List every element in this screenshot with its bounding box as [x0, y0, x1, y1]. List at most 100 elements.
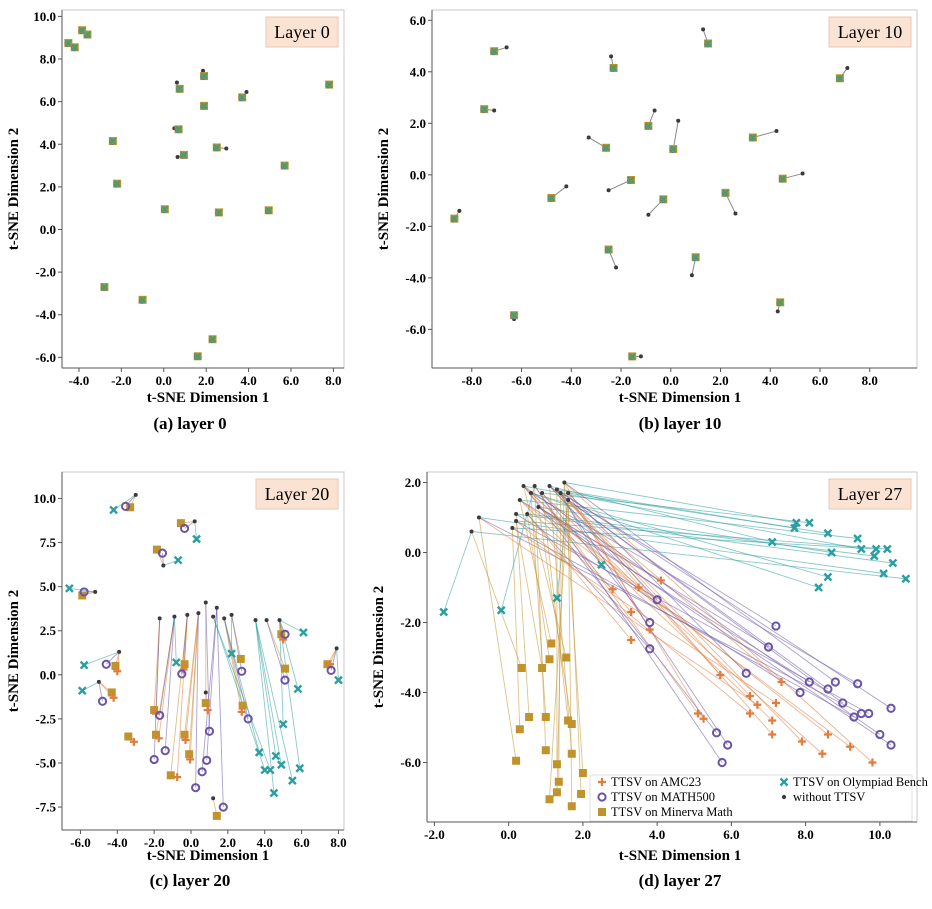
- math500-point: [177, 669, 187, 679]
- connector-line: [189, 613, 199, 760]
- connector-line: [184, 521, 195, 529]
- y-tick-label: -6.0: [405, 322, 426, 337]
- connector-line: [512, 527, 877, 550]
- olympiad-point: [192, 534, 201, 544]
- x-tick-label: 0.0: [156, 373, 172, 388]
- amc23-point: [480, 105, 488, 113]
- x-tick-label: 0.0: [501, 827, 517, 842]
- legend-marker: [598, 778, 606, 786]
- connector-line: [516, 520, 888, 550]
- math500-point: [645, 617, 655, 628]
- math500-point: [741, 668, 751, 678]
- panel-caption: (d) layer 27: [639, 871, 722, 890]
- x-tick-label: 2.0: [575, 827, 591, 842]
- layer-label: Layer 0: [274, 22, 329, 42]
- legend-label: TTSV on MATH500: [611, 790, 715, 804]
- amc23-point: [213, 143, 221, 152]
- amc23-point: [836, 74, 844, 82]
- olympiad-point: [792, 518, 801, 528]
- x-tick-label: -2.0: [611, 373, 632, 388]
- x-tick-label: -2.0: [111, 373, 132, 388]
- baseline-point: [614, 265, 619, 270]
- x-axis-label: t-SNE Dimension 1: [147, 848, 270, 864]
- math500-point: [197, 767, 207, 777]
- minerva-point: [185, 750, 194, 759]
- connector-line: [549, 485, 844, 704]
- connector-line: [526, 513, 550, 660]
- connector-line: [164, 616, 175, 751]
- x-tick-label: 8.0: [325, 373, 341, 388]
- y-tick-label: 10.0: [33, 491, 56, 506]
- baseline-point: [547, 484, 552, 488]
- math500-point: [149, 754, 159, 765]
- connector-line: [478, 517, 884, 574]
- minerva-point: [562, 653, 571, 662]
- connector-line: [266, 619, 286, 669]
- minerva-point: [567, 720, 576, 728]
- baseline-point: [510, 526, 515, 530]
- data-points: [450, 27, 850, 361]
- baseline-point: [514, 519, 519, 523]
- baseline-point: [203, 600, 208, 605]
- math500-point: [886, 740, 896, 750]
- y-tick-label: 6.0: [40, 94, 56, 109]
- amc23-point: [71, 43, 79, 51]
- amc23-point: [175, 125, 183, 133]
- amc23-point: [200, 72, 208, 80]
- baseline-point: [638, 354, 643, 359]
- math500-point: [830, 677, 840, 687]
- amc23-point: [777, 678, 786, 686]
- connector-line: [549, 492, 569, 800]
- olympiad-point: [805, 518, 814, 528]
- amc23-point: [100, 283, 108, 291]
- amc23-point: [605, 245, 613, 254]
- amc23-point: [627, 176, 635, 184]
- olympiad-point: [871, 544, 881, 554]
- y-tick-label: -6.0: [400, 755, 421, 770]
- x-tick-label: 8.0: [862, 373, 878, 388]
- olympiad-point: [853, 534, 862, 543]
- connector-line: [534, 485, 699, 714]
- baseline-point: [566, 491, 571, 495]
- connector-line: [530, 492, 858, 685]
- math500-point: [204, 726, 215, 736]
- legend-marker: [779, 777, 789, 787]
- baseline-point: [203, 690, 208, 695]
- baseline-point: [201, 68, 205, 73]
- minerva-point: [552, 788, 561, 797]
- olympiad-point: [879, 569, 888, 578]
- y-tick-label: 2.0: [405, 475, 421, 490]
- amc23-point: [699, 714, 708, 723]
- minerva-point: [212, 811, 221, 820]
- minerva-point: [525, 713, 534, 721]
- connector-line: [255, 620, 282, 765]
- data-points: [439, 480, 911, 811]
- connector-line: [523, 485, 567, 658]
- x-tick-label: 6.0: [283, 373, 299, 388]
- minerva-point: [567, 749, 576, 758]
- olympiad-point: [77, 686, 87, 696]
- amc23-point: [745, 692, 754, 700]
- connector-line: [530, 492, 829, 578]
- math500-point: [326, 665, 336, 675]
- y-tick-label: 6.0: [410, 13, 426, 28]
- y-tick-label: -2.0: [400, 615, 421, 630]
- y-tick-label: 7.5: [40, 535, 57, 550]
- olympiad-point: [597, 560, 606, 570]
- math500-point: [711, 728, 722, 738]
- x-tick-label: -6.0: [70, 835, 91, 850]
- math500-point: [160, 746, 170, 756]
- amc23-point: [776, 298, 784, 306]
- amc23-point: [265, 206, 273, 214]
- baseline-point: [566, 498, 571, 502]
- x-tick-label: 6.0: [293, 835, 309, 850]
- math500-point: [823, 684, 833, 694]
- minerva-point: [554, 777, 563, 786]
- olympiad-point: [334, 675, 343, 685]
- baseline-point: [133, 492, 138, 497]
- minerva-point: [201, 699, 210, 708]
- connector-line: [515, 520, 543, 669]
- connector-line: [279, 620, 301, 769]
- y-tick-label: 2.0: [40, 179, 56, 194]
- math500-point: [838, 698, 848, 708]
